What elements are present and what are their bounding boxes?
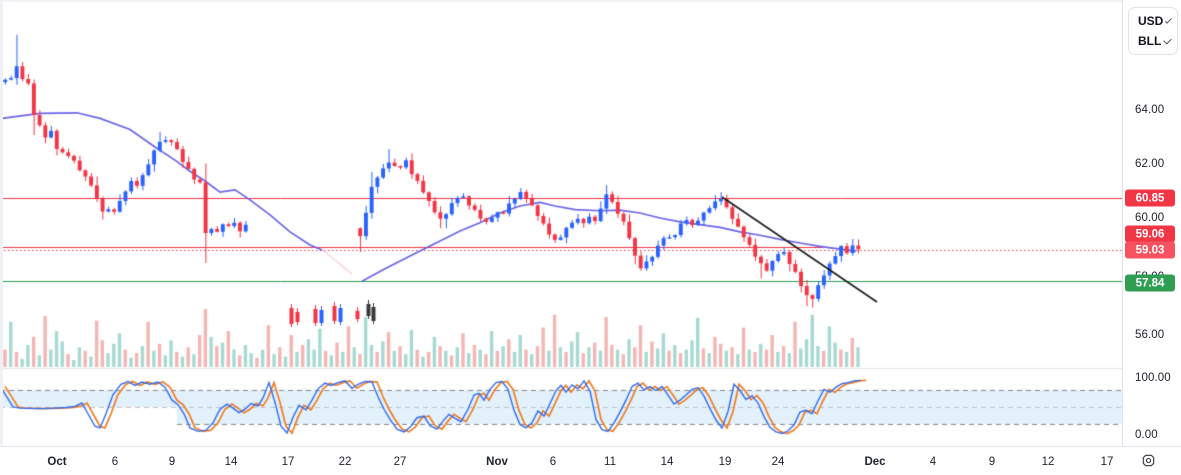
chevron-down-icon [1165, 16, 1173, 23]
time-tick-label: 4 [929, 455, 937, 468]
time-tick-label: 24 [771, 455, 785, 468]
time-tick-label: 19 [718, 455, 732, 468]
price-badge: 59.03 [1125, 241, 1175, 259]
time-tick-label: 27 [393, 455, 407, 468]
time-tick-label: 6 [549, 455, 557, 468]
time-tick-label: 6 [111, 455, 119, 468]
price-badge: 60.85 [1125, 189, 1175, 207]
price-tick-label: 62.00 [1135, 158, 1165, 170]
window-edge-left [0, 0, 3, 475]
currency-dropdown[interactable]: USD [1129, 11, 1177, 31]
ticker-dropdown[interactable]: BLL [1129, 31, 1177, 51]
price-badge: 59.06 [1125, 225, 1175, 243]
time-axis[interactable]: Oct 6 9 14 17 22 27 Nov 6 11 14 19 24 Dec 4 9 12 17 [0, 446, 1181, 475]
chart-canvas[interactable] [0, 0, 1122, 446]
time-tick-label: 14 [224, 455, 238, 468]
time-tick-label: 11 [604, 455, 616, 468]
price-badge: 57.84 [1125, 274, 1175, 292]
axis-settings-icon[interactable] [1139, 451, 1158, 470]
time-tick-label: Dec [864, 455, 886, 468]
symbol-panel: USD BLL [1128, 7, 1178, 55]
time-tick-label: Oct [47, 455, 67, 468]
ticker-label: BLL [1138, 34, 1162, 48]
price-tick-label: 60.00 [1135, 212, 1165, 224]
price-tick-label: 100.00 [1135, 372, 1171, 384]
chevron-down-icon [1163, 35, 1172, 44]
time-tick-label: 14 [660, 455, 674, 468]
price-tick-label: 56.00 [1135, 329, 1165, 341]
time-tick-label: 9 [988, 455, 996, 468]
time-tick-label: Nov [486, 455, 508, 468]
time-tick-label: 22 [338, 455, 352, 468]
time-tick-label: 17 [281, 455, 295, 468]
window-edge-top [0, 0, 1181, 2]
currency-label: USD [1138, 14, 1164, 28]
time-tick-label: 9 [168, 455, 176, 468]
time-tick-label: 12 [1041, 455, 1055, 468]
price-tick-label: 0.00 [1135, 429, 1158, 441]
price-axis[interactable]: 64.0062.0060.0058.0056.00100.000.0060.85… [1122, 0, 1181, 446]
price-tick-label: 64.00 [1135, 104, 1165, 116]
time-tick-label: 17 [1100, 455, 1114, 468]
